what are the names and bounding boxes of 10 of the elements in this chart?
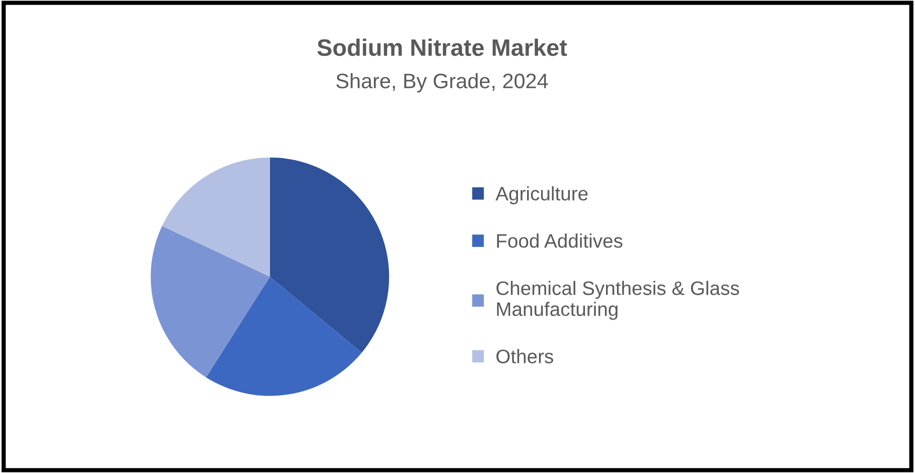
pie-slice — [270, 158, 390, 353]
chart-subtitle: Share, By Grade, 2024 — [336, 73, 548, 92]
legend-label: Agriculture — [496, 186, 588, 204]
legend-label: Chemical Synthesis & Glass Manufacturing — [496, 280, 740, 320]
pie-slice — [162, 158, 270, 277]
pie-slice — [150, 226, 270, 378]
legend-label: Others — [496, 349, 554, 364]
chart-title: Sodium Nitrate Market — [317, 38, 567, 56]
legend-label: Food Additives — [497, 234, 622, 248]
pie-slice — [206, 276, 362, 396]
